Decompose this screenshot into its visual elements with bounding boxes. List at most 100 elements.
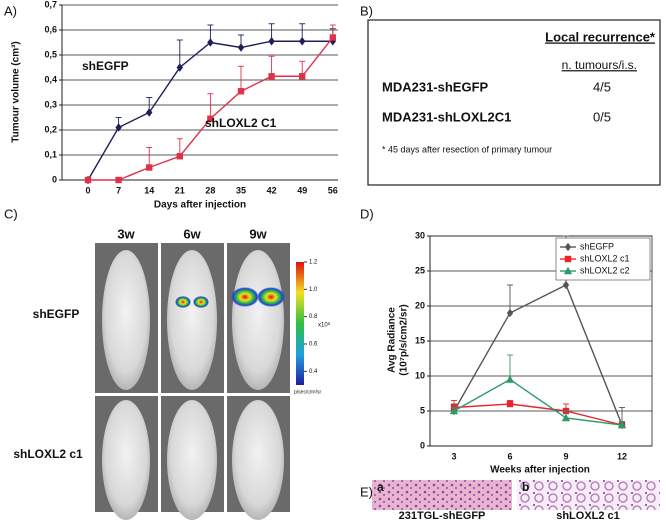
colorbar-scale: x10⁸ xyxy=(318,322,331,329)
row-label: shLOXL2 c1 xyxy=(13,447,83,461)
y-tick-label: 0,5 xyxy=(44,49,57,59)
x-tick-label: 12 xyxy=(617,451,627,461)
colorbar xyxy=(296,262,304,385)
marker xyxy=(115,123,122,132)
image-letter: a xyxy=(377,480,384,494)
x-tick-label: 56 xyxy=(328,185,338,195)
marker xyxy=(329,34,336,41)
row-label: MDA231-shEGFP xyxy=(382,79,489,94)
mouse xyxy=(102,400,150,520)
panel-label: B) xyxy=(360,3,373,18)
marker xyxy=(237,43,245,52)
x-tick-label: 42 xyxy=(267,185,277,195)
y-tick-label: 15 xyxy=(415,335,425,345)
legend-label: shLOXL2 c2 xyxy=(580,265,630,275)
row-label: MDA231-shLOXL2C1 xyxy=(382,109,511,124)
table-frame xyxy=(367,19,661,186)
colorbar-tick-label: 0.8 xyxy=(309,314,318,320)
colorbar-tick-label: 0.4 xyxy=(309,369,318,375)
colorbar-tick-label: 1.2 xyxy=(309,260,318,266)
y-tick-label: 0,1 xyxy=(44,149,57,159)
marker xyxy=(146,164,153,171)
y-tick-label: 0 xyxy=(420,440,425,450)
colorbar-tick-label: 1.0 xyxy=(309,287,318,293)
y-tick-label: 5 xyxy=(420,405,425,415)
marker xyxy=(561,413,571,422)
series-line xyxy=(453,284,623,426)
y-tick-label: 30 xyxy=(415,230,425,240)
x-tick-label: 6 xyxy=(507,451,512,461)
y-tick-label: 0 xyxy=(52,174,57,184)
x-axis-label: Weeks after injection xyxy=(490,465,590,476)
marker xyxy=(84,176,92,184)
panel-label: E) xyxy=(360,484,373,499)
marker xyxy=(505,375,515,383)
x-tick-label: 21 xyxy=(175,185,185,195)
x-tick-label: 35 xyxy=(236,185,246,195)
plot-frame xyxy=(429,235,653,447)
marker xyxy=(237,88,245,95)
marker xyxy=(506,400,514,408)
marker xyxy=(268,73,275,80)
marker xyxy=(564,242,572,252)
mouse xyxy=(167,250,217,390)
marker xyxy=(176,63,183,72)
legend-label: shLOXL2 c1 xyxy=(580,253,630,263)
x-tick-label: 14 xyxy=(144,185,154,195)
colorbar-unit: p/sec/cm²/sr xyxy=(294,389,322,395)
legend-label: shEGFP xyxy=(580,241,614,251)
y-tick-label: 20 xyxy=(415,300,425,310)
cell: 4/5 xyxy=(593,79,611,94)
marker xyxy=(115,176,122,184)
imaging-panel: 3w 6w 9w shEGFP shLOXL2 c1 x10⁸ p/sec/cm… xyxy=(13,226,331,520)
y-tick-label: 0,7 xyxy=(44,0,57,9)
y-tick-label: 25 xyxy=(415,265,425,275)
panel-label: C) xyxy=(4,206,18,221)
mouse xyxy=(232,400,284,520)
signal xyxy=(257,287,285,307)
signal xyxy=(193,296,209,308)
series-line xyxy=(453,403,623,426)
marker xyxy=(299,37,306,46)
x-tick-label: 0 xyxy=(85,185,90,195)
image-caption: 231TGL-shEGFP xyxy=(399,510,486,522)
x-tick-label: 3 xyxy=(451,451,456,461)
marker xyxy=(176,153,183,160)
histology-image xyxy=(372,480,512,510)
series-label: shLOXL2 C1 xyxy=(205,116,277,130)
x-axis-label: Days after injection xyxy=(154,200,246,211)
panel-label: A) xyxy=(4,3,17,18)
marker xyxy=(299,73,306,80)
marker xyxy=(562,280,570,290)
marker xyxy=(563,266,573,275)
y-axis-label: (10⁷p/s/cm2/sr) xyxy=(399,304,410,375)
footnote: * 45 days after resection of primary tum… xyxy=(382,144,552,154)
x-tick-label: 9 xyxy=(563,451,568,461)
x-tick-label: 7 xyxy=(116,185,121,195)
x-tick-label: 49 xyxy=(297,185,307,195)
marker xyxy=(617,420,627,429)
marker xyxy=(207,38,214,47)
image-letter: b xyxy=(522,480,529,494)
x-tick-label: 28 xyxy=(205,185,215,195)
column-label: 9w xyxy=(249,226,267,241)
colorbar-tick-label: 0.6 xyxy=(309,342,318,348)
legend-frame xyxy=(555,237,651,281)
column-header: n. tumours/i.s. xyxy=(562,58,637,72)
y-tick-label: 0,2 xyxy=(44,124,57,134)
marker xyxy=(268,37,275,46)
histology-image xyxy=(517,480,660,510)
mouse xyxy=(167,400,217,520)
y-axis-label: Avg Radiance xyxy=(387,307,398,373)
cell: 0/5 xyxy=(593,109,611,124)
y-tick-label: 0,6 xyxy=(44,24,57,34)
row-label: shEGFP xyxy=(33,307,80,321)
y-tick-label: 10 xyxy=(415,370,425,380)
mouse xyxy=(102,250,150,390)
y-tick-label: 0,3 xyxy=(44,99,57,109)
column-label: 3w xyxy=(117,226,135,241)
marker xyxy=(146,108,153,117)
mouse xyxy=(232,250,284,390)
signal xyxy=(231,287,259,307)
